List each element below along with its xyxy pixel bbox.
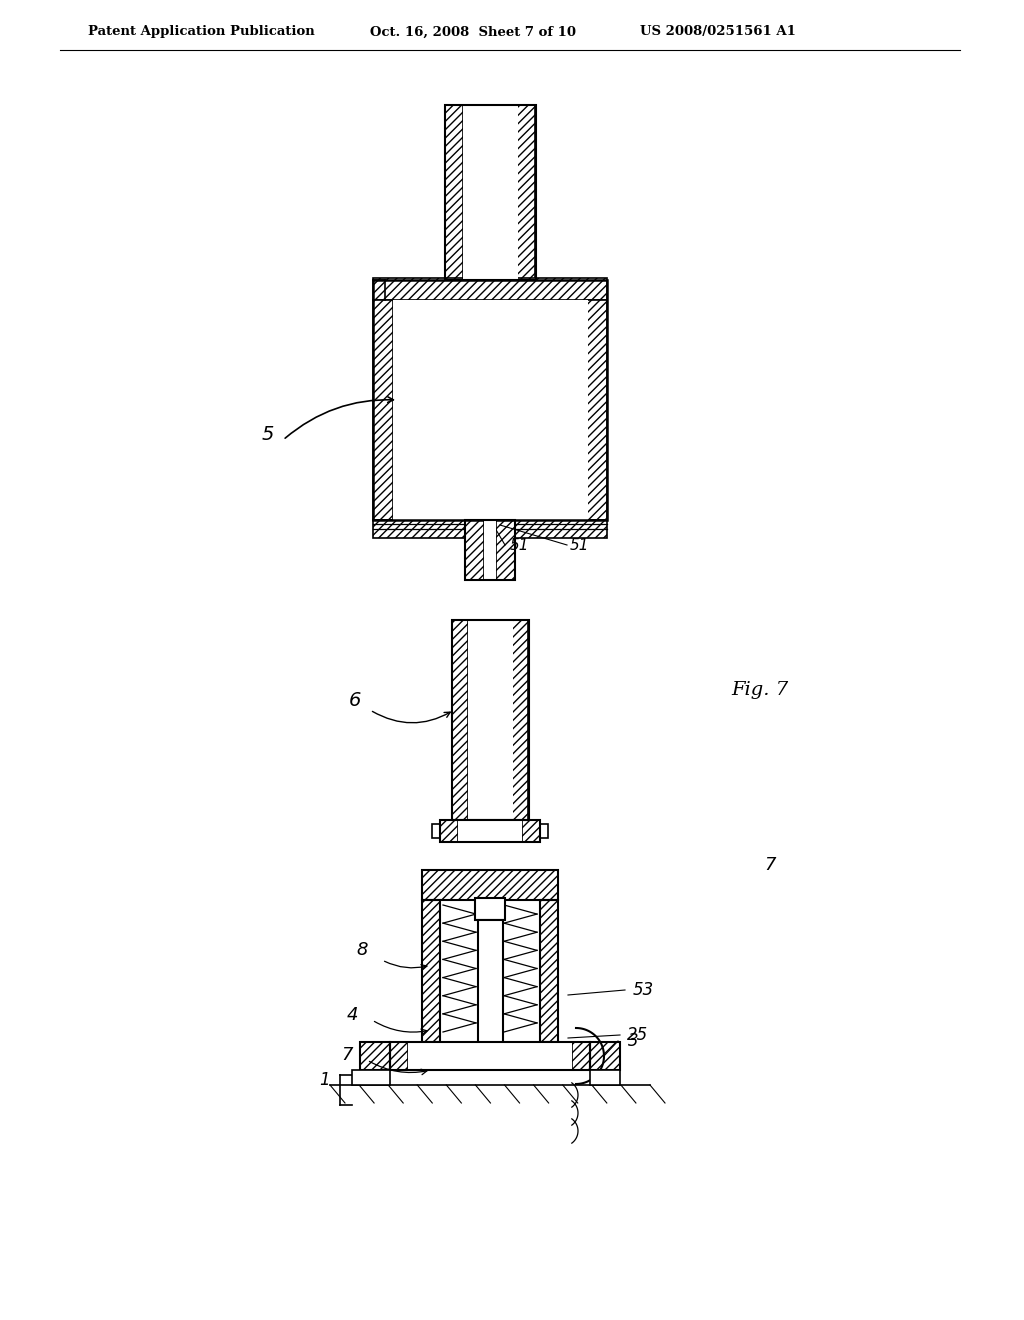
- Bar: [390, 1041, 408, 1071]
- Bar: [360, 1041, 390, 1071]
- Text: Patent Application Publication: Patent Application Publication: [88, 25, 314, 38]
- Bar: [540, 900, 558, 1041]
- Bar: [512, 620, 528, 820]
- Bar: [373, 300, 393, 520]
- Text: 7: 7: [341, 1045, 352, 1064]
- Bar: [496, 520, 515, 579]
- Bar: [587, 300, 607, 520]
- Text: 8: 8: [356, 941, 368, 960]
- Bar: [458, 820, 522, 842]
- Bar: [422, 900, 440, 1041]
- Text: 5: 5: [262, 425, 274, 445]
- Bar: [468, 620, 513, 820]
- Text: 3: 3: [628, 1032, 638, 1049]
- Text: US 2008/0251561 A1: US 2008/0251561 A1: [640, 25, 796, 38]
- Bar: [590, 1041, 620, 1071]
- Bar: [445, 106, 463, 280]
- Text: 53: 53: [633, 981, 653, 999]
- Bar: [590, 1041, 620, 1071]
- Bar: [465, 520, 515, 579]
- Bar: [422, 870, 558, 900]
- Bar: [422, 870, 558, 900]
- Bar: [373, 280, 607, 520]
- Text: 7: 7: [764, 855, 776, 874]
- Bar: [522, 820, 540, 842]
- Bar: [540, 900, 558, 1041]
- Bar: [373, 279, 607, 300]
- Bar: [445, 106, 536, 280]
- Text: 4: 4: [346, 1006, 357, 1024]
- Bar: [517, 106, 535, 280]
- Bar: [440, 820, 458, 842]
- Bar: [432, 824, 440, 838]
- Bar: [463, 106, 518, 280]
- Bar: [452, 620, 529, 820]
- Text: 51: 51: [510, 537, 529, 553]
- Bar: [590, 1071, 620, 1085]
- Text: 1: 1: [319, 1071, 331, 1089]
- Bar: [540, 824, 548, 838]
- Bar: [352, 1071, 390, 1085]
- Bar: [360, 1041, 390, 1071]
- Bar: [465, 520, 484, 579]
- Bar: [390, 1041, 590, 1071]
- Text: Fig. 7: Fig. 7: [731, 681, 788, 700]
- Text: 6: 6: [349, 690, 361, 710]
- Bar: [422, 900, 440, 1041]
- Text: Oct. 16, 2008  Sheet 7 of 10: Oct. 16, 2008 Sheet 7 of 10: [370, 25, 575, 38]
- Bar: [452, 620, 468, 820]
- Text: 25: 25: [628, 1026, 648, 1044]
- Bar: [478, 920, 503, 1052]
- Text: 51: 51: [570, 537, 590, 553]
- Bar: [393, 300, 588, 520]
- Bar: [408, 1041, 572, 1071]
- Bar: [440, 820, 540, 842]
- Bar: [484, 520, 496, 579]
- Bar: [572, 1041, 590, 1071]
- Bar: [475, 898, 505, 920]
- Bar: [373, 520, 607, 539]
